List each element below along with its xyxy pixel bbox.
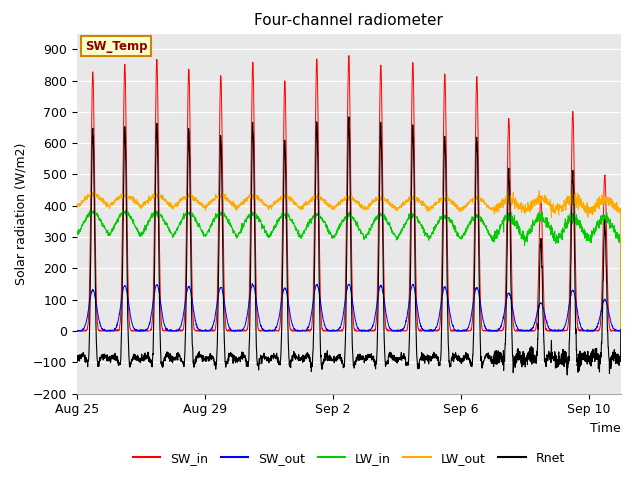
Rnet [563,372,571,378]
Rnet [183,226,191,232]
LW_in [119,207,127,213]
Line: SW_out: SW_out [77,284,621,331]
Line: Rnet: Rnet [77,117,621,375]
LW_in [372,214,380,220]
SW_in [116,325,124,331]
Legend: SW_in, SW_out, LW_in, LW_out, Rnet: SW_in, SW_out, LW_in, LW_out, Rnet [127,447,570,469]
Rnet [116,362,124,368]
LW_in [116,215,124,220]
Rnet [345,114,353,120]
SW_out [183,288,191,294]
Title: Four-channel radiometer: Four-channel radiometer [254,13,444,28]
SW_out [73,328,81,334]
LW_out [372,197,380,203]
LW_in [73,232,81,238]
X-axis label: Time: Time [590,422,621,435]
Rnet [236,359,244,365]
Line: LW_out: LW_out [77,191,621,332]
SW_in [345,53,353,59]
SW_out [236,327,244,333]
Rnet [502,328,509,334]
SW_out [190,311,198,317]
LW_out [183,192,191,198]
SW_out [248,281,256,287]
SW_in [617,328,625,334]
LW_out [73,204,81,210]
LW_in [184,209,191,215]
Line: SW_in: SW_in [77,56,621,331]
SW_out [372,307,380,313]
Rnet [73,355,81,361]
SW_out [116,312,124,317]
LW_out [502,195,509,201]
SW_in [73,328,81,334]
LW_in [191,215,198,221]
SW_in [236,328,244,334]
LW_out [116,195,124,201]
LW_out [536,188,543,193]
Rnet [617,326,625,332]
LW_in [617,328,625,334]
SW_out [617,328,625,334]
Rnet [372,361,380,367]
SW_in [190,326,198,332]
LW_out [617,329,625,335]
LW_in [237,229,244,235]
LW_out [190,196,198,202]
LW_in [502,216,509,222]
Y-axis label: Solar radiation (W/m2): Solar radiation (W/m2) [14,143,27,285]
SW_in [372,322,380,327]
LW_out [236,201,244,206]
Text: SW_Temp: SW_Temp [85,40,147,53]
Rnet [190,361,198,367]
SW_in [183,166,191,172]
Line: LW_in: LW_in [77,210,621,331]
SW_out [502,302,509,308]
SW_in [502,286,509,292]
